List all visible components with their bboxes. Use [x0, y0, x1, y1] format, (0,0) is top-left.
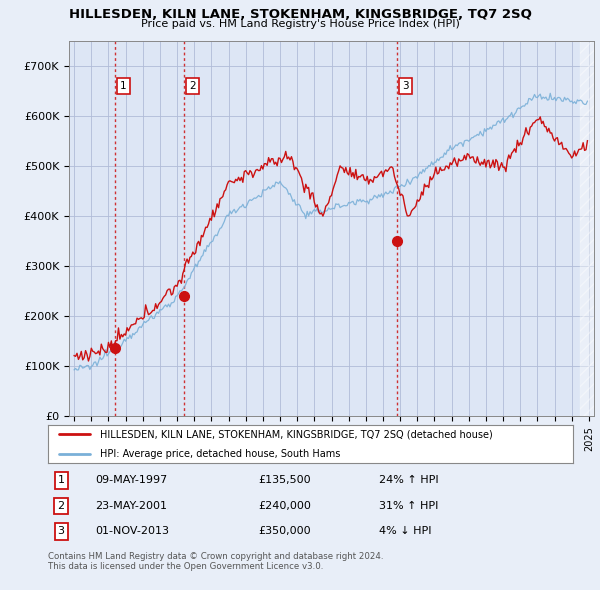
Text: 09-MAY-1997: 09-MAY-1997: [95, 476, 167, 486]
Text: £135,500: £135,500: [258, 476, 311, 486]
Text: 2: 2: [189, 81, 196, 91]
Text: 1: 1: [120, 81, 127, 91]
Text: HILLESDEN, KILN LANE, STOKENHAM, KINGSBRIDGE, TQ7 2SQ: HILLESDEN, KILN LANE, STOKENHAM, KINGSBR…: [68, 8, 532, 21]
Text: £240,000: £240,000: [258, 501, 311, 511]
Text: Price paid vs. HM Land Registry's House Price Index (HPI): Price paid vs. HM Land Registry's House …: [140, 19, 460, 29]
Text: 23-MAY-2001: 23-MAY-2001: [95, 501, 167, 511]
Text: 3: 3: [403, 81, 409, 91]
Text: 3: 3: [58, 526, 65, 536]
Text: HILLESDEN, KILN LANE, STOKENHAM, KINGSBRIDGE, TQ7 2SQ (detached house): HILLESDEN, KILN LANE, STOKENHAM, KINGSBR…: [101, 430, 493, 440]
Bar: [580, 41, 594, 416]
Text: 31% ↑ HPI: 31% ↑ HPI: [379, 501, 438, 511]
Text: 4% ↓ HPI: 4% ↓ HPI: [379, 526, 431, 536]
Text: 1: 1: [58, 476, 65, 486]
Text: 01-NOV-2013: 01-NOV-2013: [95, 526, 169, 536]
Text: 2: 2: [58, 501, 65, 511]
Text: HPI: Average price, detached house, South Hams: HPI: Average price, detached house, Sout…: [101, 448, 341, 458]
Text: £350,000: £350,000: [258, 526, 311, 536]
Text: Contains HM Land Registry data © Crown copyright and database right 2024.
This d: Contains HM Land Registry data © Crown c…: [48, 552, 383, 571]
Text: 24% ↑ HPI: 24% ↑ HPI: [379, 476, 439, 486]
